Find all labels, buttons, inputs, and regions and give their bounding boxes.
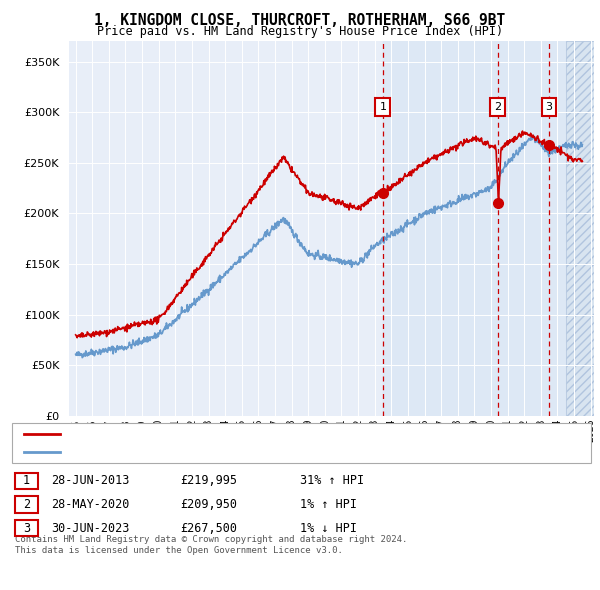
Text: Price paid vs. HM Land Registry's House Price Index (HPI): Price paid vs. HM Land Registry's House … [97,25,503,38]
Text: 1: 1 [379,102,386,112]
Text: HPI: Average price, detached house, Rotherham: HPI: Average price, detached house, Roth… [66,447,347,457]
Text: 1: 1 [23,474,30,487]
Text: £209,950: £209,950 [180,498,237,511]
Text: 28-MAY-2020: 28-MAY-2020 [51,498,130,511]
Text: 1, KINGDOM CLOSE, THURCROFT, ROTHERHAM, S66 9BT: 1, KINGDOM CLOSE, THURCROFT, ROTHERHAM, … [94,13,506,28]
Text: 28-JUN-2013: 28-JUN-2013 [51,474,130,487]
Text: £267,500: £267,500 [180,522,237,535]
Bar [566,41,594,416]
Text: 1, KINGDOM CLOSE, THURCROFT, ROTHERHAM, S66 9BT (detached house): 1, KINGDOM CLOSE, THURCROFT, ROTHERHAM, … [66,429,466,439]
Text: £219,995: £219,995 [180,474,237,487]
Text: 3: 3 [545,102,553,112]
Bar [566,41,594,416]
Text: 2: 2 [494,102,502,112]
Text: This data is licensed under the Open Government Licence v3.0.: This data is licensed under the Open Gov… [15,546,343,555]
Text: 1% ↑ HPI: 1% ↑ HPI [300,498,357,511]
Text: 31% ↑ HPI: 31% ↑ HPI [300,474,364,487]
Text: 30-JUN-2023: 30-JUN-2023 [51,522,130,535]
Text: 2: 2 [23,498,30,511]
Text: 3: 3 [23,522,30,535]
Text: 1% ↓ HPI: 1% ↓ HPI [300,522,357,535]
Bar [383,41,566,416]
Text: Contains HM Land Registry data © Crown copyright and database right 2024.: Contains HM Land Registry data © Crown c… [15,535,407,544]
